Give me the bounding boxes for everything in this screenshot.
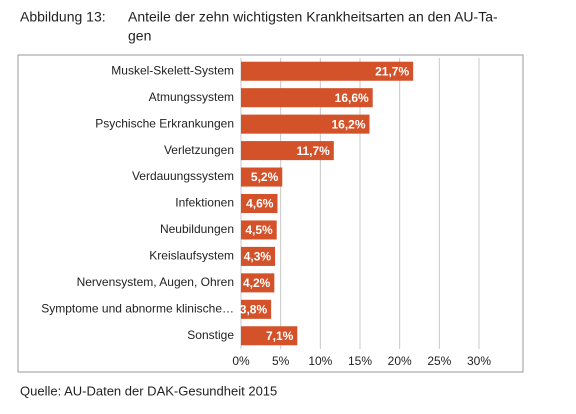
y-tick-label: Symptome und abnorme klinische…	[41, 301, 234, 315]
value-label: 4,6%	[246, 197, 274, 211]
bar	[241, 220, 277, 240]
value-label: 16,2%	[331, 117, 365, 131]
value-label: 7,1%	[266, 329, 294, 343]
x-tick-label: 25%	[427, 354, 451, 368]
value-label: 11,7%	[296, 144, 330, 158]
y-tick-label: Kreislaufsystem	[149, 249, 234, 263]
y-tick-label: Psychische Erkrankungen	[95, 116, 234, 130]
value-label: 5,2%	[251, 170, 279, 184]
value-label: 21,7%	[375, 64, 409, 78]
y-tick-label: Atmungssystem	[149, 90, 234, 104]
y-tick-label: Neubildungen	[160, 222, 234, 236]
x-tick-label: 10%	[308, 354, 332, 368]
y-tick-label: Verdauungssystem	[132, 169, 234, 183]
bar	[241, 326, 298, 346]
bar	[241, 273, 275, 293]
bar	[241, 299, 272, 319]
bar	[241, 88, 373, 108]
bar	[241, 141, 334, 161]
value-label: 16,6%	[335, 91, 369, 105]
bar	[241, 61, 414, 81]
value-label: 4,5%	[245, 223, 273, 237]
y-tick-label: Nervensystem, Augen, Ohren	[77, 275, 234, 289]
x-tick-label: 15%	[348, 354, 372, 368]
y-tick-label: Infektionen	[175, 196, 234, 210]
chart-title: Anteile der zehn wichtigsten Krankheitsa…	[128, 9, 498, 25]
x-tick-label: 20%	[388, 354, 412, 368]
x-tick-label: 30%	[467, 354, 491, 368]
bar	[241, 167, 283, 187]
bar	[241, 114, 370, 134]
y-tick-label: Muskel-Skelett-System	[111, 63, 234, 77]
value-label: 4,3%	[244, 250, 272, 264]
bar	[241, 246, 276, 266]
x-tick-label: 0%	[232, 354, 250, 368]
y-tick-label: Verletzungen	[164, 143, 234, 157]
bar	[241, 193, 278, 214]
x-tick-label: 5%	[272, 354, 290, 368]
y-tick-label: Sonstige	[187, 328, 234, 342]
value-label: 4,2%	[243, 276, 271, 290]
figure-label: Abbildung 13:	[20, 9, 106, 25]
chart-title: gen	[128, 28, 151, 44]
source-note: Quelle: AU-Daten der DAK-Gesundheit 2015	[20, 383, 277, 398]
chart-frame	[17, 54, 524, 373]
value-label: 3,8%	[240, 302, 268, 316]
